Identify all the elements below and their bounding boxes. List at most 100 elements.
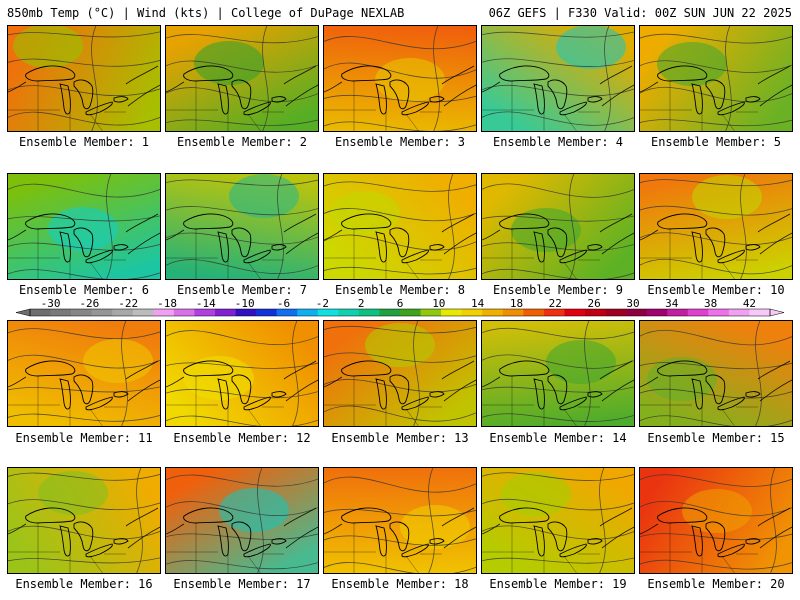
- colorbar-tick-label: 18: [510, 297, 523, 310]
- colorbar-segment: [338, 309, 360, 316]
- ensemble-member-map: [481, 25, 635, 132]
- colorbar-segment: [420, 309, 442, 316]
- ensemble-member-map: [323, 25, 477, 132]
- colorbar-tick-label: 14: [471, 297, 485, 310]
- colorbar-segment: [564, 309, 586, 316]
- colorbar-segment: [687, 309, 709, 316]
- colorbar-tick-label: -6: [277, 297, 290, 310]
- ensemble-member-label: Ensemble Member: 8: [334, 283, 466, 297]
- colorbar-segment: [71, 309, 92, 316]
- colorbar-segment: [215, 309, 236, 316]
- colorbar-tick-label: 26: [588, 297, 601, 310]
- header-run-info: 06Z GEFS | F330 Valid: 00Z SUN JUN 22 20…: [488, 6, 792, 20]
- ensemble-member-label: Ensemble Member: 17: [173, 577, 311, 591]
- ensemble-member-label: Ensemble Member: 2: [176, 135, 308, 149]
- ensemble-member-label: Ensemble Member: 7: [176, 283, 308, 297]
- colorbar-segment: [400, 309, 421, 316]
- ensemble-member-map: [481, 173, 635, 280]
- colorbar-segment: [194, 309, 216, 316]
- colorbar-segment: [297, 309, 319, 316]
- colorbar-tick-label: -26: [79, 297, 99, 310]
- colorbar-segment: [605, 309, 627, 316]
- ensemble-member-label: Ensemble Member: 6: [18, 283, 150, 297]
- ensemble-member-label: Ensemble Member: 14: [489, 431, 627, 445]
- ensemble-member-map: [481, 467, 635, 574]
- colorbar-segment: [256, 309, 277, 316]
- colorbar-tick-label: 38: [704, 297, 717, 310]
- ensemble-member-label: Ensemble Member: 16: [15, 577, 153, 591]
- ensemble-member-label: Ensemble Member: 3: [334, 135, 466, 149]
- ensemble-member-map: [165, 320, 319, 427]
- colorbar-tick-label: 10: [432, 297, 445, 310]
- ensemble-member-label: Ensemble Member: 4: [492, 135, 624, 149]
- colorbar-tick-label: -10: [235, 297, 255, 310]
- colorbar-tick-label: 22: [549, 297, 562, 310]
- colorbar-segment: [132, 309, 154, 316]
- ensemble-member-map: [481, 320, 635, 427]
- ensemble-member-map: [323, 467, 477, 574]
- ensemble-member-label: Ensemble Member: 9: [492, 283, 624, 297]
- colorbar-segment: [173, 309, 195, 316]
- colorbar-segment: [482, 309, 504, 316]
- ensemble-member-label: Ensemble Member: 5: [650, 135, 782, 149]
- colorbar-segment: [708, 309, 730, 316]
- colorbar-tick-label: -22: [118, 297, 138, 310]
- colorbar-segment: [523, 309, 545, 316]
- colorbar-segment: [749, 309, 771, 316]
- ensemble-member-map: [7, 467, 161, 574]
- colorbar-segment: [667, 309, 689, 316]
- ensemble-member-label: Ensemble Member: 19: [489, 577, 627, 591]
- colorbar-segment: [379, 309, 401, 316]
- ensemble-member-map: [639, 173, 793, 280]
- colorbar-segment: [30, 309, 51, 316]
- colorbar-segment: [50, 309, 72, 316]
- ensemble-member-label: Ensemble Member: 13: [331, 431, 469, 445]
- ensemble-member-map: [323, 320, 477, 427]
- ensemble-member-map: [639, 25, 793, 132]
- temperature-colorbar: -30 -26 -22 -18 -14 -10 -6 -2 2 6 10 14 18 22 26 30 34 38…: [15, 297, 785, 317]
- colorbar-tick-label: 42: [743, 297, 756, 310]
- colorbar-segment: [728, 309, 750, 316]
- ensemble-member-label: Ensemble Member: 1: [18, 135, 150, 149]
- colorbar-segment: [502, 309, 524, 316]
- colorbar-segment: [626, 309, 647, 316]
- colorbar-segment: [461, 309, 483, 316]
- ensemble-member-map: [165, 467, 319, 574]
- colorbar-segment: [235, 309, 257, 316]
- colorbar-tick-label: -2: [316, 297, 329, 310]
- ensemble-member-label: Ensemble Member: 15: [647, 431, 785, 445]
- colorbar-tick-label: 30: [626, 297, 639, 310]
- colorbar-end-arrow: [769, 308, 785, 317]
- ensemble-member-map: [639, 320, 793, 427]
- ensemble-member-label: Ensemble Member: 20: [647, 577, 785, 591]
- colorbar-segment: [441, 309, 462, 316]
- colorbar-tick-label: -30: [41, 297, 61, 310]
- ensemble-member-map: [7, 320, 161, 427]
- colorbar-segment: [112, 309, 134, 316]
- ensemble-member-map: [7, 25, 161, 132]
- header-title: 850mb Temp (°C) | Wind (kts) | College o…: [7, 6, 405, 20]
- ensemble-member-label: Ensemble Member: 10: [647, 283, 785, 297]
- colorbar-segment: [91, 309, 113, 316]
- colorbar-tick-label: -18: [157, 297, 177, 310]
- colorbar-segment: [317, 309, 339, 316]
- colorbar-segment: [358, 309, 380, 316]
- ensemble-member-label: Ensemble Member: 12: [173, 431, 311, 445]
- ensemble-member-map: [323, 173, 477, 280]
- colorbar-tick-label: 2: [358, 297, 365, 310]
- colorbar-segment: [543, 309, 565, 316]
- ensemble-member-map: [165, 25, 319, 132]
- ensemble-member-map: [165, 173, 319, 280]
- colorbar-segment: [276, 309, 298, 316]
- colorbar-segment: [646, 309, 668, 316]
- ensemble-member-label: Ensemble Member: 18: [331, 577, 469, 591]
- ensemble-member-map: [639, 467, 793, 574]
- colorbar-segment: [585, 309, 606, 316]
- ensemble-member-map: [7, 173, 161, 280]
- colorbar-end-arrow: [15, 308, 31, 317]
- colorbar-tick-label: -14: [196, 297, 216, 310]
- colorbar-tick-label: 6: [397, 297, 404, 310]
- ensemble-member-label: Ensemble Member: 11: [15, 431, 153, 445]
- colorbar-tick-label: 34: [665, 297, 679, 310]
- colorbar-segment: [153, 309, 175, 316]
